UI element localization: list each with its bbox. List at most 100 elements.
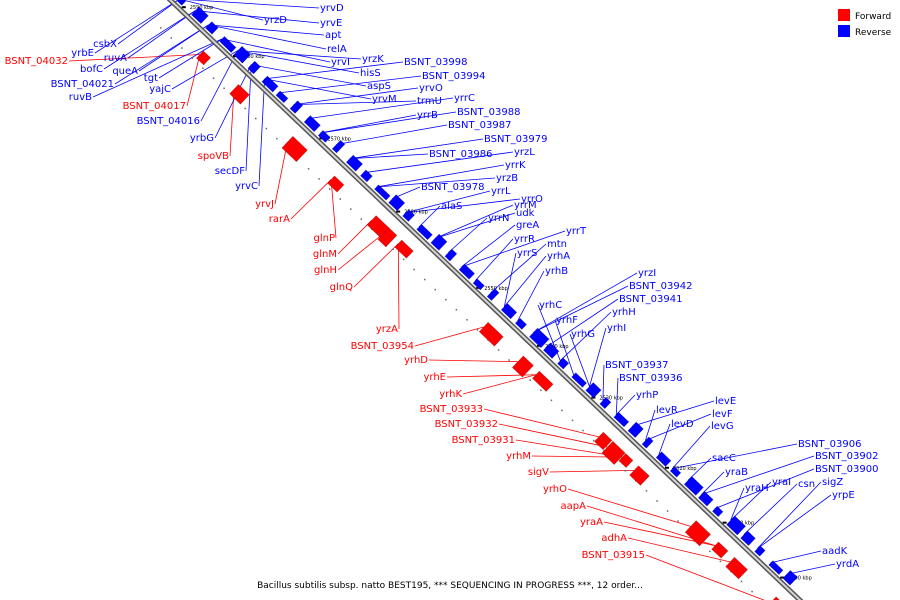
leader-line [533,285,629,333]
kbp-label: 2520 kbp [673,466,697,472]
reverse-gene-label: yrhF [556,315,578,326]
reverse-gene-label: yrrC [454,93,475,104]
reverse-gene-block [782,569,799,586]
map-dot [423,278,426,281]
leader-line [274,141,288,205]
leader-line [645,409,656,441]
leader-line [349,153,429,160]
reverse-gene-block [711,505,724,518]
leader-line [770,550,822,564]
map-dot [265,127,268,130]
legend-forward-label: Forward [855,12,891,22]
reverse-gene-block [655,451,672,467]
reverse-gene-label: yrvI [331,57,350,68]
map-dot [434,288,437,291]
reverse-gene-label: BSNT_03986 [429,149,492,160]
forward-gene-block [629,465,650,486]
reverse-gene-block [205,21,219,35]
kbp-tick [780,576,785,579]
map-dot [170,37,173,39]
reverse-gene-label: BSNT_03902 [815,451,878,462]
leader-line [418,205,441,228]
leader-line [200,50,239,122]
forward-gene-label: yrzA [376,324,398,335]
leader-line [490,243,547,293]
reverse-gene-label: aadK [822,546,848,557]
forward-gene-block [618,453,634,469]
map-dot [339,198,341,200]
reverse-gene-block [359,169,373,183]
leader-line [349,138,484,160]
reverse-gene-block [176,0,187,6]
leader-line [293,87,419,106]
reverse-gene-label: hisS [360,68,381,79]
leader-line [546,298,619,347]
map-dot [645,490,648,492]
forward-gene-block [725,556,749,580]
map-dot [466,319,468,321]
leader-line [195,10,320,24]
reverse-gene-label: yraH [745,483,769,494]
forward-gene-block [684,520,712,547]
reverse-gene-label: relA [327,44,347,55]
map-dot [149,17,151,19]
leader-line [405,198,521,214]
reverse-gene-block [726,515,747,536]
kbp-label: 2590 kbp [190,5,214,11]
forward-gene-label: glnM [313,249,337,260]
forward-gene-block [377,227,398,248]
leader-line [461,230,566,268]
reverse-gene-block [233,45,252,64]
leader-line [405,190,491,214]
reverse-gene-label: tgt [144,73,158,84]
map-dot [350,208,352,210]
reverse-gene-label: yrhA [547,251,570,262]
leader-line [757,481,822,549]
reverse-gene-label: BSNT_03978 [421,182,484,193]
reverse-gene-label: udk [516,208,535,219]
reverse-gene-block [697,490,714,507]
forward-gene-label: yrhK [439,389,462,400]
reverse-gene-block [585,382,602,399]
legend-reverse-label: Reverse [855,28,892,38]
reverse-gene-block [374,184,391,201]
leader-line [330,179,337,239]
leader-line [94,0,179,54]
leader-line [127,10,196,59]
reverse-gene-label: levG [711,421,734,432]
reverse-gene-label: yrrR [514,234,535,245]
forward-gene-block [601,440,626,466]
reverse-gene-label: BSNT_03937 [605,360,668,371]
leader-line [353,243,399,288]
forward-gene-label: yrhM [506,451,531,462]
reverse-gene-label: yrzD [264,15,287,26]
reverse-gene-block [768,560,784,576]
legend-reverse-swatch [838,25,850,37]
leader-line [290,179,332,220]
reverse-gene-label: greA [516,220,539,231]
leader-line [560,311,612,361]
map-dot [181,47,183,49]
reverse-gene-block [613,411,630,428]
kbp-tick [722,521,727,524]
map-dot [582,429,584,432]
reverse-gene-block [388,194,406,212]
leader-line [186,54,201,107]
forward-gene-label: spoVB [198,151,230,162]
forward-gene-block [229,83,250,105]
reverse-gene-label: ruvB [69,92,92,103]
forward-gene-label: BSNT_04017 [123,101,186,112]
forward-gene-label: rarA [269,214,290,225]
reverse-gene-label: yrdA [836,559,859,570]
reverse-gene-block [683,475,704,496]
reverse-gene-block [261,75,279,93]
map-dot [413,268,415,271]
kbp-tick [181,6,186,9]
map-dot [719,560,722,563]
reverse-gene-label: levE [715,396,736,407]
leader-line [337,233,384,271]
leader-line [245,64,252,172]
reverse-gene-label: yrvM [372,94,397,105]
map-dot [202,67,204,69]
